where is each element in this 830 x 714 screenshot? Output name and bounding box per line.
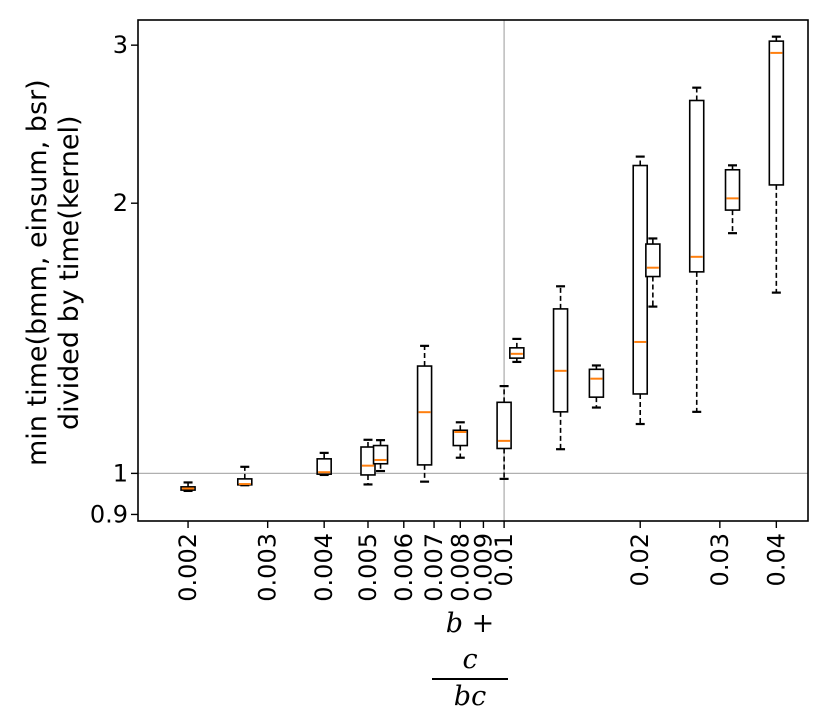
box-body <box>452 429 469 447</box>
x-tick-label-11: 0.04 <box>762 533 790 586</box>
x-axis-label: b + c bc <box>432 606 508 714</box>
box-5 <box>416 344 433 483</box>
box-11 <box>632 155 649 426</box>
box-6 <box>452 421 469 459</box>
box-1 <box>236 465 253 487</box>
box-body <box>724 168 741 211</box>
x-tick-label-10: 0.03 <box>706 533 734 586</box>
box-7 <box>496 384 512 480</box>
x-axis-label-denominator: bc <box>453 681 487 712</box>
x-tick-label-1: 0.003 <box>254 533 282 602</box>
x-axis-label-numerator: b + c <box>432 606 508 680</box>
box-14 <box>724 164 741 235</box>
x-tick-label-4: 0.006 <box>390 533 418 602</box>
x-tick-label-2: 0.004 <box>310 533 338 602</box>
boxes <box>180 35 785 493</box>
x-tick-label-3: 0.005 <box>354 533 382 602</box>
box-body <box>688 99 705 273</box>
reference-lines <box>138 20 808 521</box>
x-tick-label-8: 0.01 <box>490 533 518 586</box>
box-body <box>552 308 569 413</box>
box-4 <box>372 439 389 473</box>
box-10 <box>588 364 605 409</box>
box-body <box>645 243 661 278</box>
y-tick-label-2: 2 <box>113 189 128 217</box>
box-body <box>372 444 389 465</box>
box-9 <box>552 285 569 451</box>
boxplot-chart: 0.002 0.003 0.004 0.005 0.006 0.0070.0080.009… <box>90 19 809 602</box>
box-body <box>496 401 512 450</box>
box-body <box>768 40 785 186</box>
x-tick-label-0: 0.002 <box>174 533 202 602</box>
y-tick-label-1: 1 <box>113 459 128 487</box>
box-8 <box>509 337 525 364</box>
box-12 <box>645 237 661 308</box>
plot-frame <box>137 19 809 522</box>
y-tick-label-0: 0.9 <box>90 500 128 528</box>
box-2 <box>316 451 332 477</box>
x-tick-label-7: 0.009 <box>469 533 497 602</box>
box-body <box>416 365 433 466</box>
box-0 <box>180 481 196 493</box>
box-3 <box>360 438 376 486</box>
y-tick-label-3: 3 <box>113 31 128 59</box>
x-tick-label-9: 0.02 <box>626 533 654 586</box>
box-body <box>588 368 605 398</box>
box-body <box>632 164 649 395</box>
box-13 <box>688 86 705 413</box>
x-tick-label-5: 0.007 <box>420 533 448 602</box>
box-body <box>316 458 332 475</box>
x-tick-label-6: 0.008 <box>446 533 474 602</box>
y-axis-ticks: 0.9 1 2 3 <box>90 31 138 528</box>
box-15 <box>768 35 785 294</box>
x-axis-ticks: 0.002 0.003 0.004 0.005 0.006 0.0070.0080.009… <box>174 521 790 602</box>
